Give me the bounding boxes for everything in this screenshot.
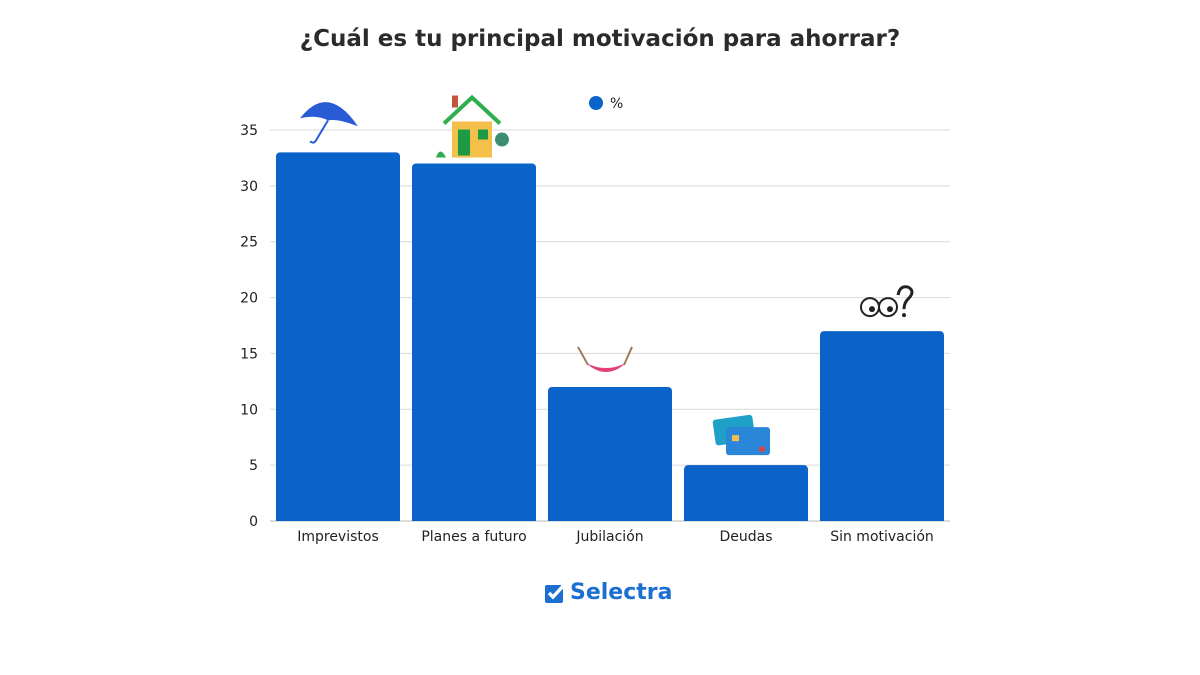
- confused-eyes-icon-part: [887, 306, 893, 313]
- umbrella-icon: [300, 102, 358, 144]
- y-tick-label: 10: [240, 402, 258, 418]
- house-icon-part: [458, 129, 470, 156]
- y-tick-label: 5: [249, 458, 258, 474]
- chart-title: ¿Cuál es tu principal motivación para ah…: [299, 26, 901, 52]
- y-tick-label: 20: [240, 291, 258, 307]
- x-tick-label: Jubilación: [575, 529, 643, 545]
- credit-cards-icon-part: [726, 427, 770, 456]
- legend-marker: [589, 96, 603, 110]
- credit-cards-icon-part: [759, 446, 765, 453]
- bar: [412, 163, 536, 521]
- y-tick-label: 0: [249, 514, 258, 530]
- credit-cards-icon: [712, 414, 770, 456]
- y-tick-label: 30: [240, 179, 258, 195]
- umbrella-icon-part: [309, 119, 329, 144]
- bar-base: [820, 517, 944, 521]
- bar: [684, 465, 808, 521]
- bar-base: [412, 517, 536, 521]
- bar-base: [276, 517, 400, 521]
- x-tick-label: Deudas: [719, 529, 772, 545]
- confused-eyes-icon-part: [869, 306, 875, 313]
- umbrella-icon-part: [300, 102, 358, 127]
- y-tick-label: 15: [240, 346, 258, 362]
- checkbox-logo-icon: [545, 583, 566, 603]
- x-tick-label: Planes a futuro: [421, 529, 526, 545]
- confused-eyes-icon-part: [902, 313, 906, 318]
- bar-base: [548, 517, 672, 521]
- hammock-icon: [577, 346, 633, 372]
- house-icon-part: [436, 151, 446, 158]
- y-tick-label: 25: [240, 235, 258, 251]
- confused-eyes-icon-part: [896, 285, 914, 310]
- house-icon-part: [495, 132, 509, 147]
- house-icon: [436, 94, 509, 158]
- x-tick-label: Sin motivación: [830, 529, 934, 545]
- credit-cards-icon-part: [732, 435, 739, 442]
- selectra-logo: Selectra: [544, 580, 672, 605]
- bar: [548, 386, 672, 521]
- confused-eyes-icon: [860, 285, 914, 318]
- y-tick-label: 35: [240, 123, 258, 139]
- brand-name: Selectra: [570, 580, 673, 605]
- bar: [276, 152, 400, 522]
- hammock-icon-part: [577, 346, 589, 366]
- bar-base: [684, 517, 808, 521]
- house-icon-part: [478, 129, 488, 140]
- bar: [820, 331, 944, 521]
- house-icon-part: [452, 95, 458, 108]
- legend-label: %: [610, 96, 623, 112]
- x-tick-label: Imprevistos: [297, 529, 379, 545]
- house-icon-part: [442, 94, 502, 125]
- hammock-icon-part: [586, 362, 626, 372]
- hammock-icon-part: [623, 346, 633, 366]
